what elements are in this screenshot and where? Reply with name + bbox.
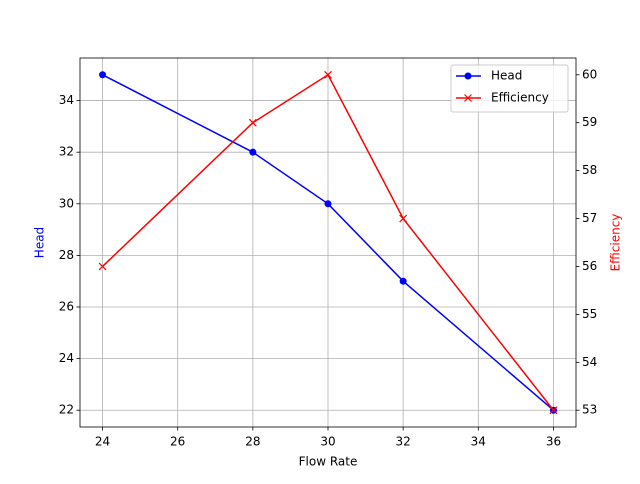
x-axis-label: Flow Rate bbox=[299, 455, 358, 469]
y-tick-label: 26 bbox=[59, 300, 74, 314]
point bbox=[324, 70, 332, 79]
y2-tick-label: 57 bbox=[582, 211, 597, 225]
x-tick-label: 34 bbox=[471, 435, 486, 449]
x-tick-label: 28 bbox=[245, 435, 260, 449]
y-tick-label: 24 bbox=[59, 351, 74, 365]
point bbox=[324, 200, 332, 208]
legend: Head Efficiency bbox=[450, 64, 569, 113]
legend-label: Head bbox=[491, 69, 522, 83]
y2-tick-label: 59 bbox=[582, 115, 597, 129]
y2-tick-label: 55 bbox=[582, 307, 597, 321]
point bbox=[399, 214, 408, 223]
legend-label: Efficiency bbox=[491, 91, 549, 105]
x-tick-label: 30 bbox=[320, 435, 335, 449]
y-tick-label: 28 bbox=[59, 248, 74, 262]
point bbox=[99, 71, 107, 79]
y2-tick-label: 53 bbox=[582, 403, 597, 417]
point bbox=[249, 148, 257, 156]
y-tick-label: 30 bbox=[59, 196, 74, 210]
point bbox=[248, 118, 257, 127]
plot-frame bbox=[79, 57, 577, 428]
y-axis-label: Head bbox=[33, 227, 47, 258]
legend-marker bbox=[464, 72, 472, 80]
point bbox=[399, 277, 407, 285]
x-tick-label: 36 bbox=[546, 435, 561, 449]
point bbox=[549, 406, 558, 415]
y2-axis-label: Efficiency bbox=[609, 214, 623, 272]
y-tick-label: 32 bbox=[59, 145, 74, 159]
y-tick-label: 22 bbox=[59, 403, 74, 417]
legend-marker bbox=[464, 94, 472, 102]
x-tick-label: 26 bbox=[170, 435, 185, 449]
y2-tick-label: 58 bbox=[582, 163, 597, 177]
x-tick-label: 24 bbox=[95, 435, 110, 449]
y2-tick-label: 60 bbox=[582, 67, 597, 81]
y2-tick-label: 56 bbox=[582, 259, 597, 273]
y-tick-label: 34 bbox=[59, 93, 74, 107]
point bbox=[98, 262, 107, 271]
y2-tick-label: 54 bbox=[582, 355, 597, 369]
x-tick-label: 32 bbox=[396, 435, 411, 449]
